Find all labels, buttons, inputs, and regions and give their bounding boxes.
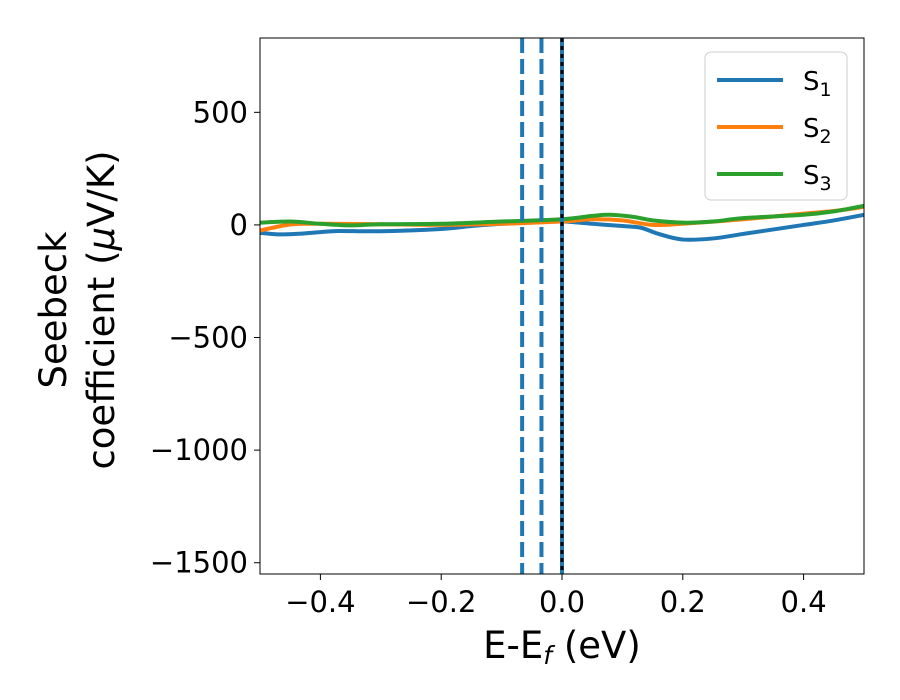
y-axis-label-line2: coefficient (μV/K) xyxy=(80,150,123,469)
legend-label-2: S2 xyxy=(803,114,832,148)
axis-labels: E-Ef (eV) Seebeck coefficient (μV/K) xyxy=(32,150,641,670)
series-group xyxy=(260,203,864,242)
y-tick-label: −500 xyxy=(168,321,248,355)
plot-area xyxy=(259,37,865,575)
x-tick-label: −0.4 xyxy=(285,585,355,619)
y-axis-label-line1: Seebeck xyxy=(32,231,75,389)
x-tick-label: 0.4 xyxy=(781,585,827,619)
series-line-1 xyxy=(260,212,864,242)
y-tick-label: 0 xyxy=(230,208,248,242)
legend-label-3: S3 xyxy=(803,161,832,195)
y-tick-label: −1000 xyxy=(150,433,248,467)
y-tick-label: 500 xyxy=(193,95,248,129)
legend: S1 S2 S3 xyxy=(704,51,848,201)
series-line-3 xyxy=(260,203,864,228)
y-tick-label: −1500 xyxy=(150,546,248,580)
legend-label-1: S1 xyxy=(803,67,832,101)
x-tick-label: −0.2 xyxy=(406,585,476,619)
x-tick-label: 0.2 xyxy=(660,585,706,619)
axis-ticks: −0.4 −0.2 0.0 0.2 0.4 500 0 −500 −1000 −1500 xyxy=(150,95,827,619)
x-tick-label: 0.0 xyxy=(539,585,585,619)
x-axis-label: E-Ef (eV) xyxy=(483,624,641,670)
